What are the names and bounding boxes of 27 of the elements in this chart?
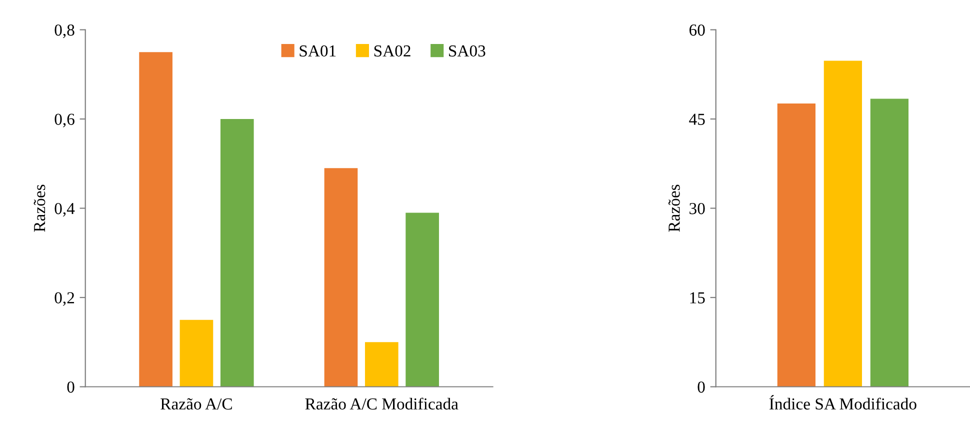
legend-label: SA01 (300, 45, 336, 57)
bar (324, 168, 358, 387)
bar (364, 342, 398, 387)
y-axis-title: Razões (668, 184, 680, 232)
bar (180, 320, 214, 387)
y-tick-label: 0 (67, 381, 74, 393)
y-tick-label: 15 (690, 292, 705, 304)
y-tick-label: 60 (689, 24, 705, 36)
y-axis-title: Razões (34, 184, 46, 232)
y-tick-label: 0,8 (54, 24, 74, 38)
bar (220, 119, 254, 387)
x-tick-label: Razão A/C (160, 398, 232, 410)
bar (777, 104, 816, 387)
y-tick-label: 0,4 (54, 202, 75, 217)
x-tick-label: Razão A/C Modificada (305, 398, 458, 410)
y-tick-label: 0 (698, 381, 705, 393)
y-tick-label: 45 (689, 114, 705, 125)
bar (870, 98, 908, 387)
bar (139, 52, 172, 387)
x-tick-label: Índice SA Modificado (769, 395, 916, 410)
bar (406, 212, 439, 387)
bar (824, 60, 862, 387)
legend-label: SA02 (374, 45, 410, 57)
y-tick-label: 0,2 (54, 292, 74, 306)
y-tick-label: 0,6 (54, 114, 74, 128)
legend-label: SA03 (449, 45, 486, 57)
y-tick-label: 30 (690, 202, 705, 214)
